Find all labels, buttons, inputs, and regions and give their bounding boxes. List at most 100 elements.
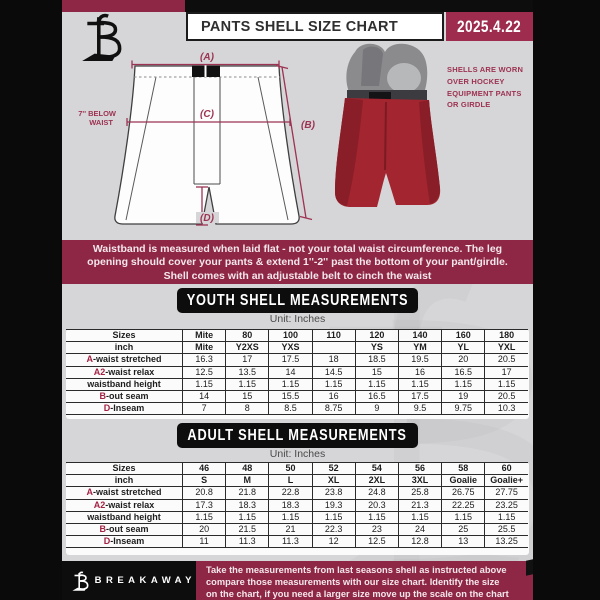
cell: 23.8 [311, 486, 356, 500]
row-label-text: -waist relax [105, 499, 155, 510]
row-label: A2-waist relax [66, 365, 183, 379]
label-d: (D) [200, 213, 215, 224]
cell: 22.8 [268, 486, 313, 500]
row-label: A-waist stretched [66, 486, 183, 500]
cell: 11.3 [268, 535, 313, 549]
side-seams [125, 76, 289, 221]
cell: 24.8 [354, 486, 399, 500]
hip-pad [387, 63, 421, 93]
breakaway-logo-icon [82, 13, 122, 61]
red-shell [335, 98, 441, 207]
row-label-text: -out seam [105, 391, 149, 402]
cell: 1.15 [181, 377, 227, 391]
info-band-line: Waistband is measured when laid flat - n… [92, 243, 503, 255]
row-label-text: Sizes [112, 463, 136, 474]
shell-photo [335, 43, 441, 207]
row-label: A-waist stretched [66, 353, 183, 367]
cell: 20.5 [484, 353, 528, 367]
row-label: inch [66, 474, 183, 488]
adult-banner: ADULT SHELL MEASUREMENTS [177, 423, 418, 448]
cell: 3XL [397, 474, 443, 488]
row-label: Sizes [66, 461, 183, 476]
youth-banner-label: YOUTH SHELL MEASUREMENTS [186, 291, 409, 309]
cell: 1.15 [268, 377, 313, 391]
cell: 23.25 [484, 498, 528, 512]
cell: 22.3 [311, 522, 356, 537]
row-label: Sizes [66, 328, 183, 343]
cell: 58 [441, 461, 486, 476]
cell: 20.3 [354, 498, 399, 512]
photo-caption-line: OR GIRDLE [447, 100, 491, 110]
cell: 18.5 [354, 353, 399, 367]
info-band-line: opening should cover your pants & extend… [87, 256, 508, 269]
cell: 12.8 [397, 535, 443, 549]
table-row: Sizes Mite 80 100 110 120 140 160 180 [66, 328, 528, 343]
cell: 20 [441, 353, 486, 367]
cell: 9.5 [397, 402, 443, 416]
photo-caption-line: SHELLS ARE WORN [447, 65, 524, 74]
row-label: A2-waist relax [66, 498, 183, 512]
measure-line-b [275, 64, 313, 221]
cell: 140 [397, 328, 443, 343]
adult-table-box: Sizes 46 48 50 52 54 56 58 60 inch S M L XL 2XL 3XL Goal… [66, 461, 529, 555]
cell: Y2XS [225, 341, 270, 355]
brand-wordmark: BREAKAWAY [94, 575, 196, 586]
page-title: PANTS SHELL SIZE CHART [201, 18, 398, 35]
cell: 21.3 [397, 498, 443, 512]
cell: 21.8 [225, 486, 270, 500]
waist-note-line2: WAIST [89, 118, 113, 127]
cell: 50 [268, 461, 313, 476]
table-row: B-out seam 20 21.5 21 22.3 23 24 25 25.5 [66, 522, 528, 537]
cell: 15 [225, 389, 270, 404]
cell: 8 [225, 402, 270, 416]
row-label-text: inch [114, 475, 134, 486]
cell: Mite [181, 341, 227, 355]
cell: 19.3 [311, 498, 356, 512]
table-row: Sizes 46 48 50 52 54 56 58 60 [66, 461, 528, 476]
cell: 18.3 [268, 498, 313, 512]
title-box: PANTS SHELL SIZE CHART [186, 12, 444, 41]
breakaway-logo-small-icon [72, 570, 89, 591]
cell: 60 [484, 461, 528, 476]
cell: 52 [311, 461, 356, 476]
cell: 110 [311, 328, 356, 343]
table-row: D-Inseam 11 11.3 11.3 12 12.5 12.8 13 13.25 [66, 535, 528, 549]
row-label-text: Sizes [112, 330, 136, 341]
cell: 7 [181, 402, 227, 416]
row-label-text: inch [114, 342, 134, 353]
cell: 11.3 [225, 535, 270, 549]
cell: 20 [181, 522, 227, 537]
table-row: D-Inseam 7 8 8.5 8.75 9 9.5 9.75 10.3 [66, 402, 528, 416]
cell: 56 [397, 461, 443, 476]
cell: Goalie+ [484, 474, 528, 488]
info-band: Waistband is measured when laid flat - n… [62, 240, 533, 284]
cell: 16 [311, 389, 356, 404]
cell: 23 [354, 522, 399, 537]
photo-caption-line: OVER HOCKEY [447, 76, 505, 86]
cell: 1.15 [354, 377, 399, 391]
table-row: waistband height 1.15 1.15 1.15 1.15 1.15 1.15… [66, 510, 528, 524]
row-label-text: waistband height [87, 378, 161, 389]
row-label-text: -waist stretched [92, 487, 162, 498]
cell: 19 [441, 389, 486, 404]
row-label-text: -Inseam [110, 536, 145, 547]
measure-letter: A2 [93, 366, 106, 377]
table-row: A2-waist relax 12.5 13.5 14 14.5 15 16 16.5 17 [66, 365, 528, 379]
cell: 54 [354, 461, 399, 476]
label-b: (B) [301, 120, 316, 131]
footer-line: compare those measurements with our size… [206, 577, 500, 588]
row-label: B-out seam [66, 522, 183, 537]
row-label: D-Inseam [66, 535, 183, 549]
shell-shading-right [419, 100, 440, 204]
cell: 17.5 [397, 389, 443, 404]
photo-caption-line: EQUIPMENT PANTS [447, 88, 522, 98]
cell: 16.3 [181, 353, 227, 367]
cell: Mite [181, 328, 227, 343]
cell: 25 [441, 522, 486, 537]
cell: Goalie [441, 474, 486, 488]
cell: 13.25 [484, 535, 528, 549]
cell: 17 [484, 365, 528, 379]
cell: S [181, 474, 227, 488]
cell: 1.15 [484, 510, 528, 524]
